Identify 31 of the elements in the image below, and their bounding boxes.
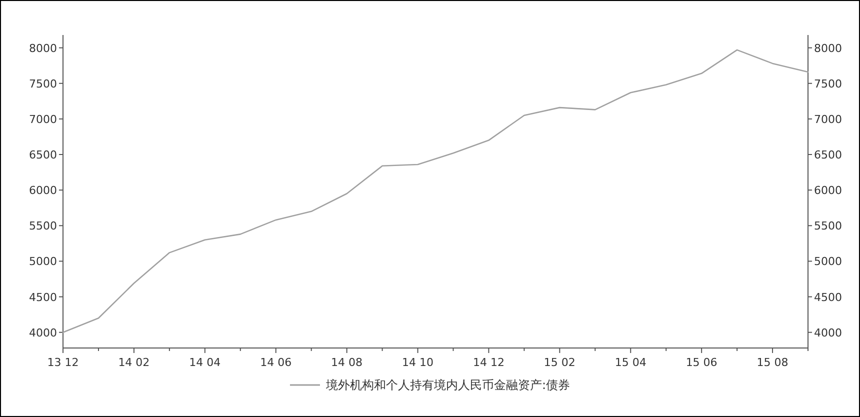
x-tick-label: 13 12: [47, 356, 79, 369]
y2-tick-label: 8000: [814, 42, 842, 55]
x-tick-label: 14 02: [118, 356, 150, 369]
y2-tick-label: 4000: [814, 326, 842, 340]
x-tick-label: 14 06: [260, 356, 292, 369]
legend-label: 境外机构和个人持有境内人民币金融资产:债券: [324, 378, 570, 392]
y2-tick-label: 6000: [814, 184, 842, 198]
y-tick-label: 8000: [29, 42, 57, 55]
y-tick-label: 4500: [29, 290, 57, 304]
x-tick-label: 15 08: [756, 356, 788, 369]
line-series: [62, 49, 809, 333]
y-tick-label: 6000: [29, 184, 57, 198]
x-tick-label: 14 12: [472, 356, 504, 369]
x-tick-label: 14 04: [189, 356, 221, 369]
y2-tick-label: 5000: [814, 255, 842, 268]
y2-tick-label: 4500: [814, 290, 842, 304]
x-tick-label: 15 02: [544, 356, 576, 369]
y-tick-label: 6500: [29, 148, 57, 162]
x-tick-label: 15 04: [614, 356, 646, 369]
y2-tick-label: 6500: [814, 148, 842, 162]
y2-tick-label: 5500: [814, 220, 842, 233]
y-tick-label: 5000: [29, 255, 57, 268]
x-tick-label: 14 08: [331, 356, 363, 369]
y-tick-label: 5500: [29, 220, 57, 233]
x-tick-label: 14 10: [402, 356, 434, 369]
y-tick-label: 7500: [29, 77, 57, 90]
y-tick-label: 7000: [29, 112, 57, 126]
y2-tick-label: 7000: [814, 112, 842, 126]
y2-tick-label: 7500: [814, 77, 842, 90]
x-tick-label: 15 06: [686, 356, 718, 369]
y-tick-label: 4000: [29, 326, 57, 340]
